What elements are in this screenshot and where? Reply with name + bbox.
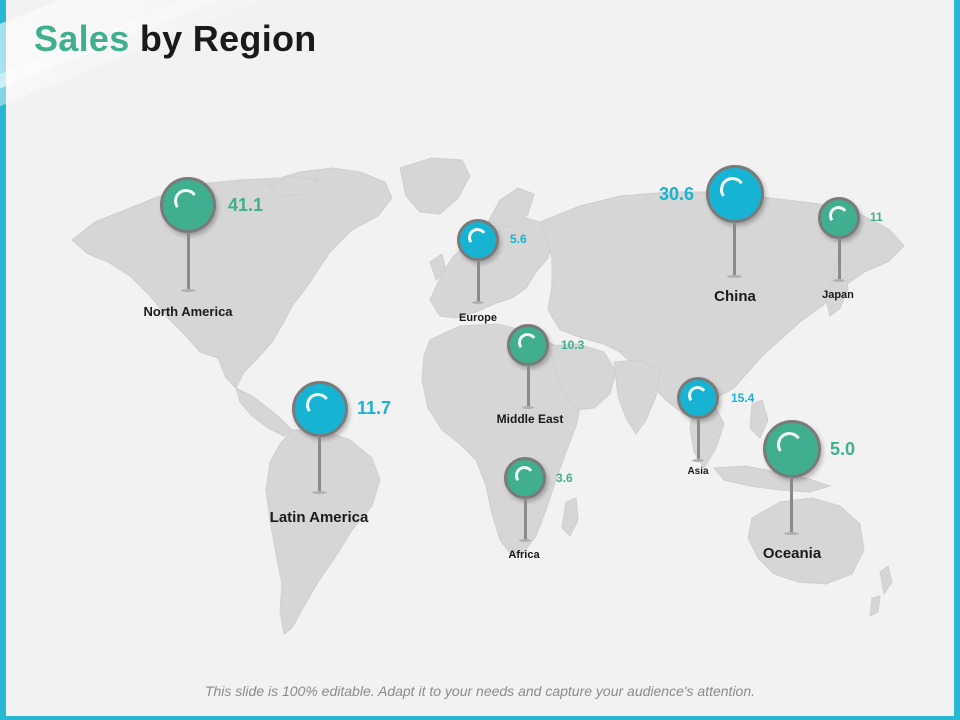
pin-head[interactable] — [292, 381, 348, 437]
landmass-arctic-islands — [266, 175, 320, 197]
label-north-america: North America — [143, 304, 233, 319]
pin-head[interactable] — [504, 457, 546, 499]
label-latin-america: Latin America — [269, 509, 369, 526]
pin-needle — [790, 477, 793, 533]
pin-base — [312, 491, 327, 494]
label-oceania: Oceania — [762, 545, 822, 562]
pin-needle — [733, 222, 736, 276]
pin-needle — [187, 232, 190, 290]
pin-head[interactable] — [160, 177, 216, 233]
value-middle-east: 10.3 — [561, 338, 585, 352]
landmass-scandinavia — [487, 187, 535, 229]
landmass-british-isles — [429, 253, 447, 281]
pin-needle — [524, 498, 527, 540]
label-china: China — [714, 288, 756, 305]
landmass-greenland — [399, 157, 471, 215]
value-china: 30.6 — [659, 184, 695, 204]
value-north-america: 41.1 — [228, 195, 264, 215]
label-europe: Europe — [459, 312, 497, 324]
landmass-north-america — [71, 167, 393, 389]
pin-base — [472, 301, 484, 304]
frame-left-border — [0, 0, 6, 720]
label-asia: Asia — [687, 466, 709, 477]
landmass-asia — [539, 191, 905, 415]
pin-needle — [697, 418, 700, 460]
landmass-indonesia — [712, 465, 832, 493]
value-latin-america: 11.7 — [357, 398, 392, 418]
landmass-madagascar — [561, 497, 579, 537]
pin-base — [784, 532, 799, 535]
value-africa: 3.6 — [556, 471, 573, 485]
landmass-arabia — [547, 343, 617, 411]
pin-base — [522, 406, 534, 409]
pin-base — [519, 539, 531, 542]
value-asia: 15.4 — [731, 391, 755, 405]
landmass-philippines — [749, 399, 769, 439]
label-middle-east: Middle East — [496, 412, 564, 426]
pin-needle — [477, 260, 480, 302]
pin-needle — [318, 436, 321, 492]
value-europe: 5.6 — [510, 232, 527, 246]
frame-bottom-border — [0, 716, 960, 720]
pin-head[interactable] — [818, 197, 860, 239]
title-rest: by Region — [129, 18, 317, 59]
pin-head[interactable] — [706, 165, 764, 223]
pin-base — [727, 275, 742, 278]
title-accent: Sales — [34, 18, 130, 59]
value-oceania: 5.0 — [830, 439, 856, 459]
pin-needle — [838, 238, 841, 280]
landmass-central-america — [235, 387, 293, 437]
pin-head[interactable] — [677, 377, 719, 419]
landmass-india — [613, 359, 661, 435]
page-title: Sales by Region — [34, 18, 317, 60]
pin-base — [833, 279, 845, 282]
pin-base — [692, 459, 704, 462]
label-japan: Japan — [822, 289, 854, 301]
landmass-south-america — [265, 429, 381, 635]
landmass-new-zealand — [869, 565, 893, 617]
pin-head[interactable] — [507, 324, 549, 366]
landmass-australia — [747, 497, 865, 585]
label-africa: Africa — [508, 549, 540, 561]
pin-head[interactable] — [763, 420, 821, 478]
landmass-japan — [825, 261, 849, 317]
frame-right-border — [954, 0, 960, 720]
landmass-africa — [421, 323, 583, 557]
pin-needle — [527, 365, 530, 407]
footer-note: This slide is 100% editable. Adapt it to… — [204, 683, 756, 699]
pin-head[interactable] — [457, 219, 499, 261]
pin-base — [181, 289, 196, 292]
value-japan: 11 — [870, 210, 883, 224]
